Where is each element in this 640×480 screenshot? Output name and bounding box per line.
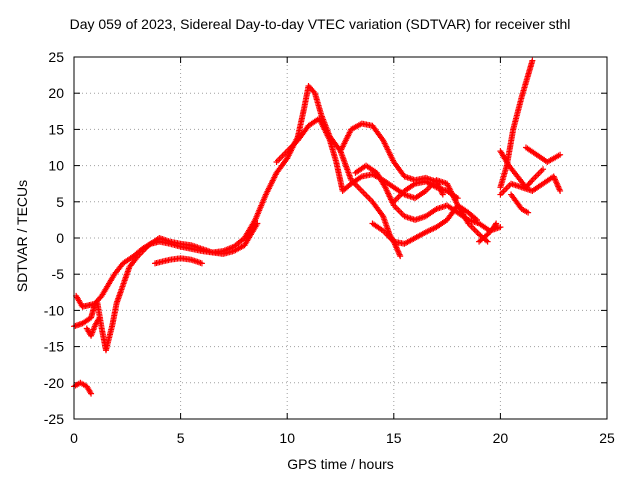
x-axis-label: GPS time / hours [287, 456, 394, 472]
data-point [557, 187, 564, 194]
data-point [484, 238, 491, 245]
data-point [497, 224, 504, 231]
data-point [254, 220, 261, 227]
y-tick-label: -5 [52, 266, 65, 282]
y-tick-label: 0 [56, 230, 64, 246]
x-tick-label: 25 [599, 430, 615, 446]
data-point [525, 209, 532, 216]
y-tick-label: -20 [44, 375, 64, 391]
x-tick-label: 10 [279, 430, 295, 446]
data-point [473, 216, 480, 223]
data-point [88, 390, 95, 397]
data-point [96, 314, 103, 321]
ticks-layer: 0 5 10 15 20 25 -25 -20 -15 -10 -5 0 5 10 15 20 25 [44, 49, 615, 446]
x-tick-label: 20 [493, 430, 509, 446]
data-point [397, 253, 404, 260]
y-tick-label: 25 [48, 49, 64, 65]
y-tick-label: 10 [48, 158, 64, 174]
data-point [492, 221, 499, 228]
data-point [198, 260, 205, 267]
y-tick-label: -15 [44, 339, 64, 355]
y-tick-label: 15 [48, 121, 64, 137]
y-tick-label: -25 [44, 411, 64, 427]
plot-frame [73, 56, 608, 420]
y-tick-label: 5 [56, 194, 64, 210]
data-points-layer [71, 57, 564, 397]
x-tick-label: 0 [70, 430, 78, 446]
data-point [540, 166, 547, 173]
chart-title: Day 059 of 2023, Sidereal Day-to-day VTE… [69, 16, 571, 32]
data-point [557, 151, 564, 158]
y-tick-label: -10 [44, 302, 64, 318]
x-tick-label: 15 [386, 430, 402, 446]
x-tick-label: 5 [177, 430, 185, 446]
y-tick-label: 20 [48, 85, 64, 101]
data-point [439, 191, 446, 198]
data-point [493, 220, 500, 227]
data-point [529, 57, 536, 64]
data-point [454, 195, 461, 202]
grid-layer [74, 57, 607, 419]
